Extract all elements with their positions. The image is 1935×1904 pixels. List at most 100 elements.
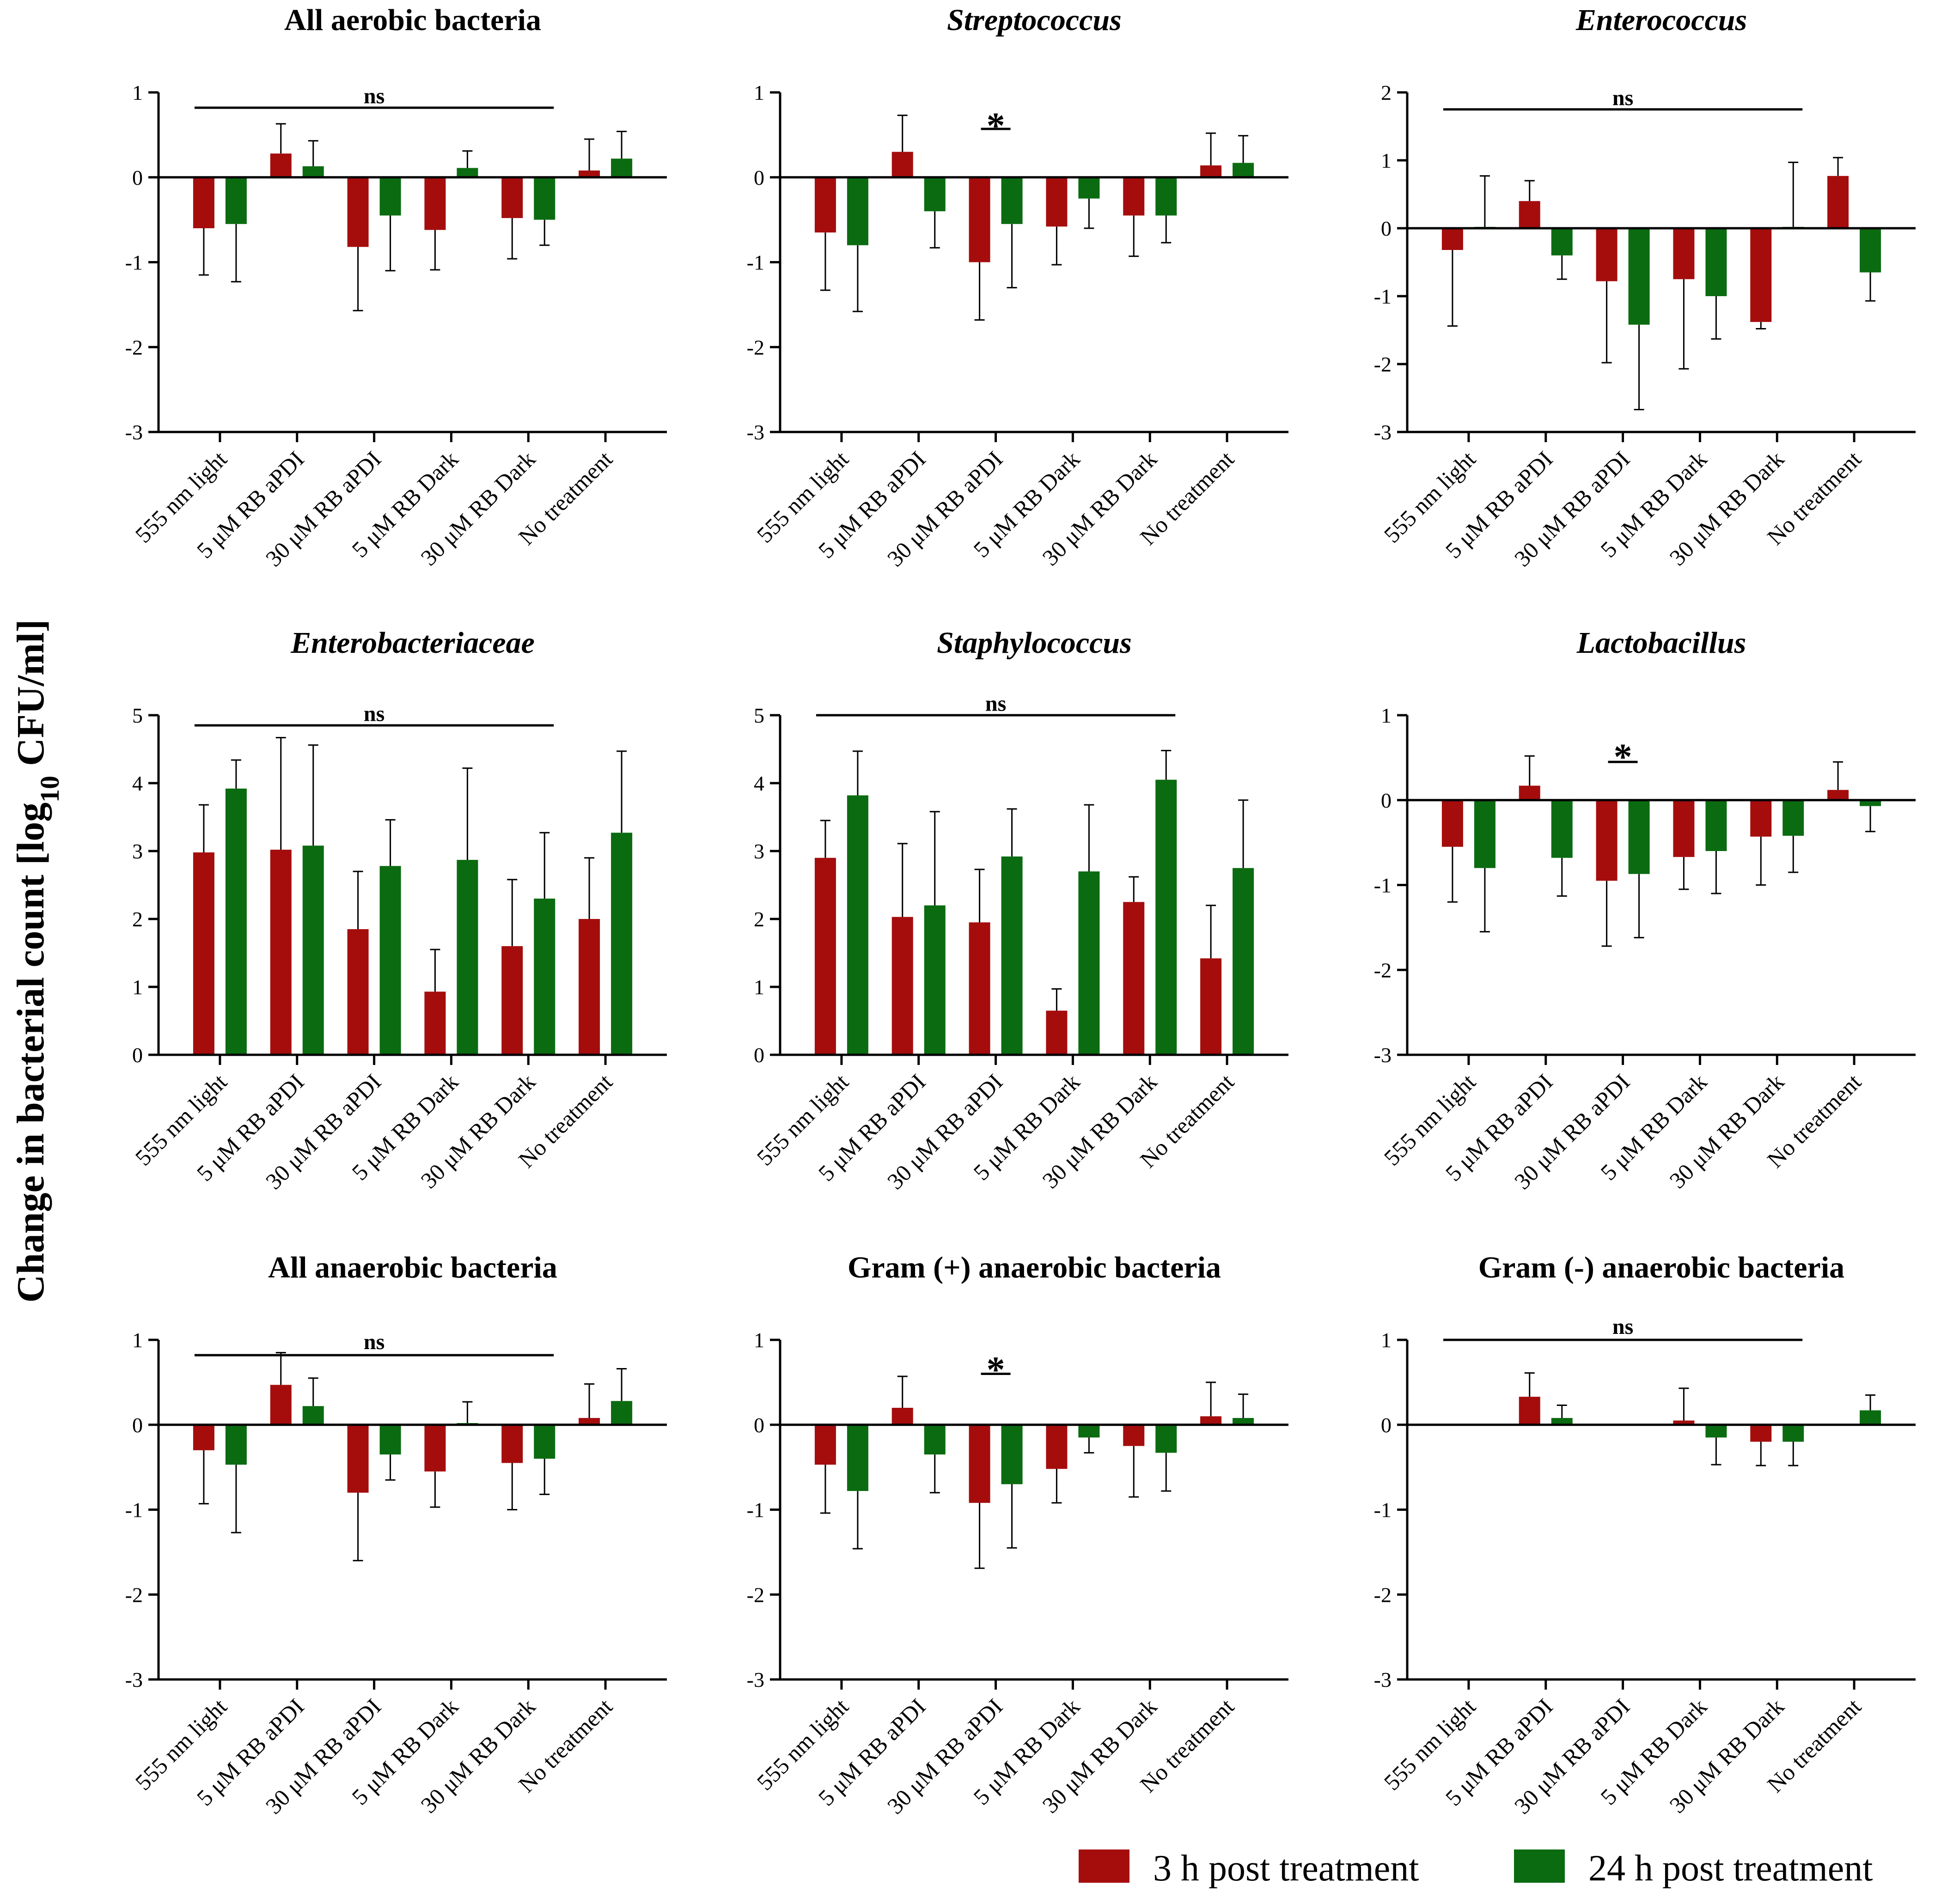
- legend-label-3h: 3 h post treatment: [1153, 1848, 1419, 1889]
- significance-label: *: [987, 106, 1005, 146]
- y-tick-label: 5: [132, 704, 143, 727]
- bar: [1628, 228, 1650, 325]
- y-tick-label: -1: [125, 251, 143, 274]
- significance-label: *: [1614, 737, 1632, 778]
- bar: [1519, 201, 1540, 228]
- bar: [1860, 1410, 1881, 1425]
- significance-label: *: [987, 1350, 1005, 1390]
- bar: [1078, 1424, 1100, 1438]
- y-tick-label: -3: [747, 1668, 764, 1691]
- y-tick-label: 1: [132, 81, 143, 104]
- bar: [891, 152, 913, 177]
- bar: [1155, 177, 1177, 216]
- bar: [847, 1424, 868, 1491]
- bar: [1673, 1420, 1695, 1425]
- y-tick-label: 4: [132, 772, 143, 795]
- bar: [225, 177, 247, 224]
- bar: [1046, 1010, 1068, 1055]
- bar: [1441, 800, 1463, 847]
- y-tick-label: 0: [1381, 789, 1392, 812]
- y-tick-label: -3: [1374, 1668, 1392, 1691]
- bar: [302, 166, 324, 177]
- y-tick-label: 0: [1381, 1413, 1392, 1437]
- bar: [1673, 228, 1695, 280]
- chart-title: All aerobic bacteria: [284, 3, 541, 37]
- bar: [1078, 177, 1100, 199]
- y-tick-label: 1: [754, 1328, 764, 1352]
- bar: [534, 1424, 555, 1459]
- bar: [891, 1408, 913, 1425]
- bar: [579, 919, 600, 1055]
- y-tick-label: 0: [132, 1413, 143, 1437]
- bar: [501, 177, 523, 218]
- bar: [457, 860, 478, 1055]
- y-tick-label: 2: [132, 907, 143, 931]
- bar: [1123, 1424, 1145, 1446]
- chart-title: Enterobacteriaceae: [290, 626, 535, 660]
- bar: [814, 177, 836, 233]
- y-tick-label: -1: [1374, 285, 1392, 308]
- y-tick-label: 1: [132, 1328, 143, 1352]
- bar: [379, 866, 401, 1055]
- bar: [1155, 779, 1177, 1055]
- y-tick-label: -3: [125, 420, 143, 444]
- bar: [1750, 1424, 1772, 1442]
- bar: [924, 177, 946, 212]
- bar: [347, 929, 369, 1055]
- bar: [1596, 228, 1618, 281]
- bar: [1782, 1424, 1804, 1442]
- y-tick-label: 1: [754, 81, 764, 104]
- y-tick-label: 1: [754, 975, 764, 999]
- y-tick-label: 1: [1381, 149, 1392, 172]
- bar: [270, 850, 292, 1055]
- y-tick-label: -1: [747, 1498, 764, 1522]
- bar: [1001, 856, 1023, 1055]
- bar: [924, 1424, 946, 1455]
- y-tick-label: -2: [747, 335, 764, 359]
- chart-title: Streptococcus: [947, 3, 1122, 37]
- bar: [1123, 177, 1145, 216]
- bar: [270, 1385, 292, 1425]
- bar: [1750, 800, 1772, 837]
- y-tick-label: -2: [125, 1583, 143, 1606]
- bar: [1860, 228, 1881, 273]
- chart-title: Lactobacillus: [1576, 626, 1746, 660]
- bar: [302, 846, 324, 1055]
- y-tick-label: -2: [1374, 958, 1392, 982]
- bar: [1705, 1424, 1727, 1438]
- y-tick-label: 2: [1381, 81, 1392, 104]
- y-tick-label: -2: [125, 335, 143, 359]
- significance-label: ns: [364, 1330, 385, 1354]
- bar: [1046, 177, 1068, 227]
- bar: [1046, 1424, 1068, 1469]
- bar: [193, 177, 214, 228]
- bar: [1628, 800, 1650, 874]
- bar: [579, 170, 600, 177]
- bar: [1551, 228, 1573, 255]
- y-tick-label: -3: [125, 1668, 143, 1691]
- bar: [1519, 1397, 1540, 1425]
- y-tick-label: -1: [1374, 874, 1392, 897]
- y-axis-label: Change in bacterial count [log10 CFU/ml]: [9, 620, 65, 1303]
- bar: [1551, 1418, 1573, 1425]
- bar: [424, 992, 446, 1055]
- chart-title: Gram (+) anaerobic bacteria: [848, 1251, 1221, 1284]
- bar: [501, 946, 523, 1055]
- bar: [347, 1424, 369, 1493]
- y-tick-label: 0: [1381, 217, 1392, 240]
- bar: [611, 833, 633, 1055]
- bar: [457, 168, 478, 177]
- bar: [924, 905, 946, 1055]
- y-tick-label: 0: [132, 166, 143, 189]
- bar: [611, 158, 633, 177]
- bar: [1233, 868, 1254, 1055]
- bar: [1123, 902, 1145, 1055]
- y-tick-label: -1: [747, 251, 764, 274]
- significance-label: ns: [1612, 1314, 1633, 1339]
- chart-title: All anaerobic bacteria: [268, 1251, 557, 1284]
- bar: [193, 1424, 214, 1450]
- bar: [891, 917, 913, 1055]
